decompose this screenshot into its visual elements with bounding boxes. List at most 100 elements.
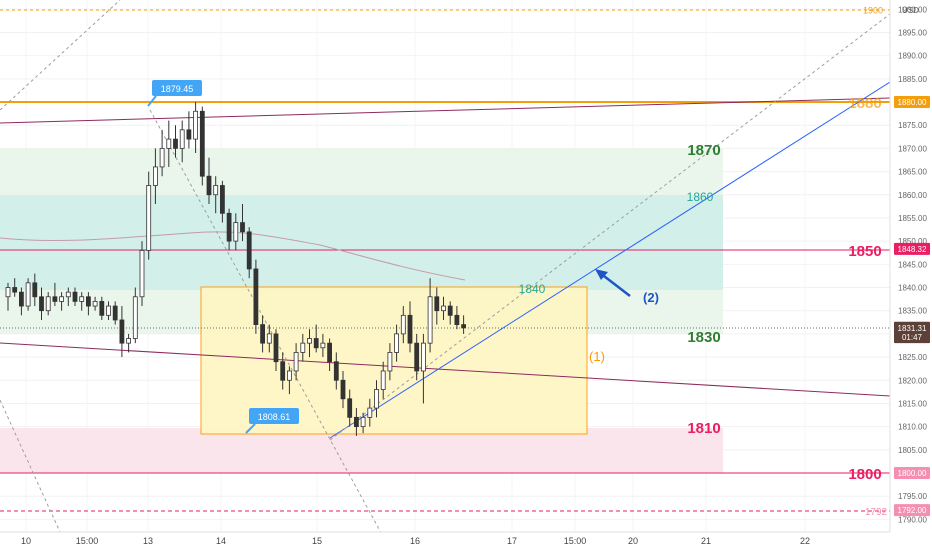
candle-body [286,370,292,381]
y-tick-label: 1850.00 [898,237,927,246]
candle [79,292,85,311]
lower-purple-line [0,342,891,397]
candle-body [441,305,446,312]
candle [246,227,252,279]
candle [394,324,400,362]
candle [427,278,433,353]
candle [86,292,91,316]
candle-body [380,370,386,390]
candle [434,287,440,325]
candle-body [427,296,433,344]
y-tick-label: 1795.00 [898,492,927,501]
y-tick-label: 1870.00 [898,144,927,153]
candle-body [112,305,118,321]
candle [59,292,64,311]
time-axis[interactable]: 10 15:00 13 14 15 16 17 15:00 20 21 22 [0,531,932,550]
x-tick-label: 15:00 [76,536,99,546]
candle [414,333,420,381]
candle-body [193,110,199,140]
candle [253,259,259,334]
candle [447,301,453,325]
candle [45,292,51,316]
candle [387,343,393,381]
callout-low: 1808.61 [245,408,299,434]
y-tick-label: 1805.00 [898,446,927,455]
y-tick-label: 1815.00 [898,399,927,408]
candle-body [233,222,239,242]
candle-body [300,342,306,353]
price-badge [894,242,930,255]
y-tick-label: 1860.00 [898,191,927,200]
y-tick-label: 1855.00 [898,214,927,223]
candle-body [206,175,212,196]
candle-body [454,314,460,326]
candle [360,412,366,434]
candle [293,343,299,381]
candle-body [25,282,31,307]
price-badge [894,321,930,334]
dashed-descending [149,109,386,541]
candle-body [340,379,346,400]
candle-body [139,249,145,298]
candle [65,287,71,307]
candle [400,306,406,344]
price-badge-text: 1792.00 [898,506,927,515]
y-tick-label: 1900.00 [898,5,927,14]
candle [132,287,138,344]
candle-body [92,301,98,307]
candle [166,120,172,167]
candle-body [59,296,64,302]
price-badge [894,467,930,479]
candle-body [240,222,245,233]
candle [199,106,205,186]
price-badge [894,96,930,108]
candle-body [461,324,467,329]
x-tick-label: 15 [312,536,322,546]
candle-body [447,305,453,316]
candle [193,102,199,154]
candle-body [219,185,225,214]
callout-high: 1879.45 [147,80,202,107]
dashed-left-lower [0,399,61,533]
label-1860: 1860 [687,190,714,204]
label-1810: 1810 [687,420,720,437]
candle [266,324,272,353]
y-tick-label: 1895.00 [898,28,927,37]
candle [206,157,212,205]
candle [213,176,219,214]
level-labels: 1870 1860 1850 1840 1830 1810 1800 1880 … [519,95,888,518]
label-1840: 1840 [519,282,546,296]
y-tick-label: 1865.00 [898,168,927,177]
candle [441,296,446,320]
annotation-1: (1) [589,349,605,364]
candle-body [414,342,420,372]
price-badge-text: 01:47 [902,333,923,342]
candle [353,408,359,436]
candle [307,329,312,358]
x-tick-label: 21 [701,536,711,546]
price-badge [894,331,930,344]
candle-body [434,296,440,312]
candle-body [119,319,125,344]
candle [99,296,105,320]
candle [112,301,118,325]
candle [300,333,306,362]
candle [18,287,24,316]
x-ticks: 10 15:00 13 14 15 16 17 15:00 20 21 22 [21,536,810,546]
candle-body [86,296,91,307]
candle-body [407,314,413,344]
candle [39,287,44,320]
x-tick-label: 16 [410,536,420,546]
candle [380,361,386,399]
price-axis[interactable]: USD 1790.001795.001800.001805.001810.001… [863,0,932,550]
candle-body [333,361,339,381]
candle-body [400,314,406,335]
candle-body [313,338,319,349]
candle [420,333,426,404]
y-tick-label: 1890.00 [898,52,927,61]
x-tick-label: 15:00 [564,536,587,546]
candle [173,125,178,158]
y-tick-label: 1790.00 [898,515,927,524]
candle [119,306,125,358]
